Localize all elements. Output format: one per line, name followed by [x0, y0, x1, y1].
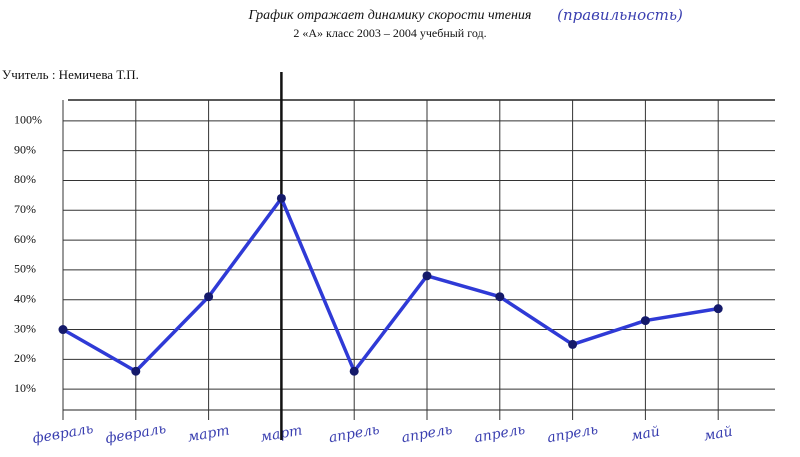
data-point [349, 366, 359, 376]
annotation: (правильность) [557, 6, 683, 24]
y-tick-label: 20% [14, 351, 36, 365]
y-tick-label: 100% [14, 113, 42, 127]
chart-subtitle: 2 «А» класс 2003 – 2004 учебный год. [293, 26, 486, 40]
data-point [58, 325, 68, 335]
x-tick-label: март [186, 422, 230, 445]
data-point [495, 292, 505, 302]
y-tick-label: 30% [14, 321, 36, 335]
x-tick-label: февраль [104, 421, 167, 447]
y-tick-label: 90% [14, 142, 36, 156]
data-point [204, 292, 214, 302]
data-point [276, 193, 286, 203]
data-point [713, 304, 723, 314]
x-tick-label: апрель [546, 422, 599, 447]
y-tick-label: 10% [14, 381, 36, 395]
data-point [131, 366, 141, 376]
teacher: Учитель : Немичева Т.П. [2, 67, 139, 82]
y-tick-label: 80% [14, 172, 36, 186]
x-tick-label: февраль [31, 421, 94, 447]
y-tick-label: 60% [14, 232, 36, 246]
data-point [568, 339, 578, 349]
x-tick-label: апрель [328, 422, 381, 447]
y-tick-label: 50% [14, 262, 36, 276]
y-tick-label: 70% [14, 202, 36, 216]
x-tick-label: май [703, 424, 734, 445]
y-tick-label: 40% [14, 291, 36, 305]
data-point [640, 316, 650, 326]
x-tick-label: апрель [473, 422, 526, 447]
x-tick-label: апрель [400, 422, 453, 447]
x-tick-label: май [630, 424, 661, 445]
data-point [422, 271, 432, 281]
chart-title: График отражает динамику скорости чтения [248, 8, 532, 23]
data-line [62, 196, 719, 373]
